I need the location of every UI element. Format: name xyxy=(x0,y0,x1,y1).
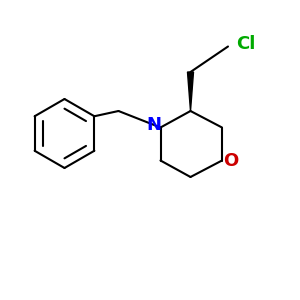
Polygon shape xyxy=(188,72,194,111)
Text: Cl: Cl xyxy=(236,35,256,53)
Text: O: O xyxy=(223,152,238,169)
Text: N: N xyxy=(146,116,161,134)
